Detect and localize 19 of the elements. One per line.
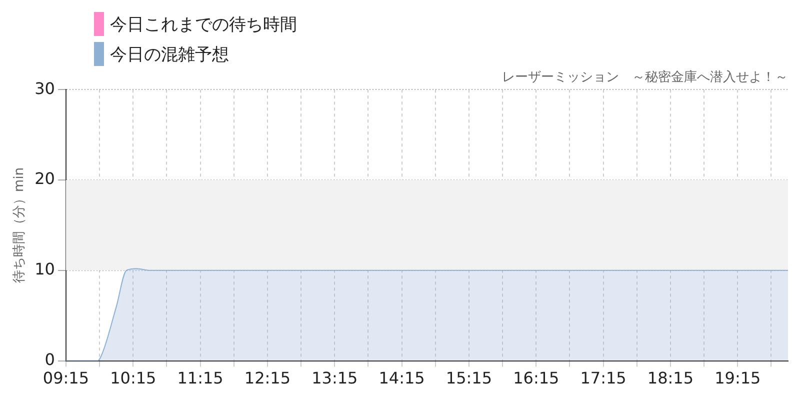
y-tick-label: 0 (44, 350, 55, 369)
y-tick-label: 10 (34, 260, 55, 279)
y-tick-label: 20 (34, 169, 55, 188)
x-tick-label: 15:15 (446, 368, 492, 388)
x-tick-label: 13:15 (312, 368, 358, 388)
y-axis-title: 待ち時間（分）min (12, 167, 28, 283)
x-tick-label: 10:15 (110, 368, 156, 388)
legend-label: 今日これまでの待ち時間 (110, 14, 297, 36)
x-tick-label: 16:15 (513, 368, 560, 388)
y-tick-label: 30 (34, 78, 55, 98)
x-tick-label: 14:15 (378, 368, 425, 388)
legend-label: 今日の混雑予想 (110, 44, 229, 66)
x-tick-label: 09:15 (42, 368, 90, 388)
x-tick-label: 12:15 (244, 368, 291, 388)
x-tick-label: 19:15 (714, 368, 761, 388)
chart-subtitle: レーザーミッション ～秘密金庫へ潜入せよ！～ (502, 69, 788, 86)
x-tick-label: 18:15 (647, 368, 694, 388)
x-tick-label: 11:15 (177, 368, 224, 388)
x-tick-label: 17:15 (580, 368, 626, 388)
